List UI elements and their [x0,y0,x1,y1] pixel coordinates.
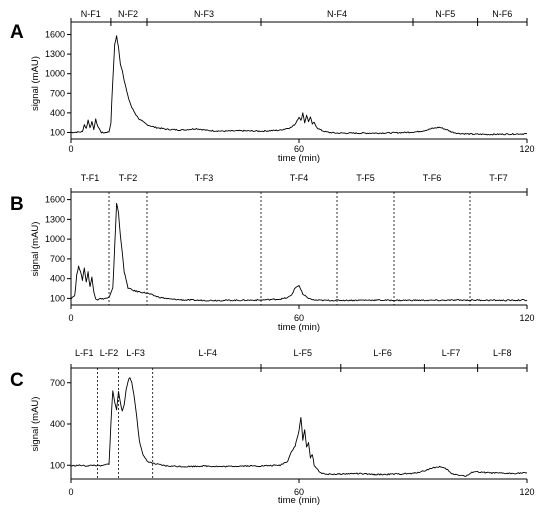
fraction-label: L-F3 [126,348,145,358]
y-tick-label: 100 [50,127,65,137]
fraction-label: T-F6 [423,173,442,183]
fraction-label: N-F3 [194,9,214,19]
y-axis-title: signal (mAU) [30,222,41,277]
fraction-label: T-F1 [81,173,100,183]
fraction-label: N-F2 [118,9,138,19]
fraction-label: N-F4 [327,9,347,19]
x-tick-label: 120 [519,313,534,323]
fraction-label: L-F4 [199,348,218,358]
fraction-label: L-F8 [493,348,512,358]
x-tick-label: 0 [68,313,73,323]
y-tick-label: 700 [50,88,65,98]
panel-letter: B [10,194,24,215]
fraction-label: L-F5 [294,348,313,358]
y-axis-title: signal (mAU) [30,56,41,111]
chart-panel-c: C L-F1 L-F2 L-F3 L-F4 L-F5 L-F6 L-F7 L-F8 100 400 7… [10,348,535,506]
x-tick-label: 60 [294,144,304,154]
y-tick-label: 700 [50,378,65,388]
y-axis-title: signal (mAU) [30,397,41,452]
fraction-label: T-F5 [356,173,375,183]
series-line [70,202,528,302]
y-tick-label: 400 [50,419,65,429]
y-tick-label: 1000 [45,69,65,79]
fraction-label: L-F1 [75,348,94,358]
series-line [70,377,528,477]
fraction-label: N-F1 [81,9,101,19]
y-tick-label: 100 [50,460,65,470]
fraction-label: L-F6 [373,348,392,358]
y-tick-label: 1600 [45,30,65,40]
y-tick-label: 1000 [45,234,65,244]
x-tick-label: 0 [68,144,73,154]
x-tick-label: 60 [294,313,304,323]
fraction-label: T-F3 [195,173,214,183]
fraction-label: N-F6 [492,9,512,19]
x-tick-label: 60 [294,487,304,497]
fraction-label: N-F5 [435,9,455,19]
y-tick-label: 400 [50,108,65,118]
x-tick-label: 120 [519,144,534,154]
series-line [70,35,528,136]
y-tick-label: 400 [50,274,65,284]
y-tick-label: 700 [50,254,65,264]
x-axis-title: time (min) [278,153,320,164]
y-tick-label: 1300 [45,214,65,224]
panel-letter: A [10,22,24,43]
y-tick-label: 100 [50,293,65,303]
fraction-label: L-F2 [100,348,119,358]
x-axis-title: time (min) [278,322,320,333]
x-axis-title: time (min) [278,495,320,506]
fraction-label: T-F2 [119,173,138,183]
fraction-label: L-F7 [442,348,461,358]
chart-panel-b: B T-F1 T-F2 T-F3 T-F4 T-F5 T-F6 T-F7 100 400 700 10… [10,173,535,333]
x-tick-label: 0 [68,487,73,497]
x-tick-label: 120 [519,487,534,497]
fraction-label: T-F4 [290,173,309,183]
y-tick-label: 1300 [45,49,65,59]
panel-letter: C [10,370,24,391]
fraction-label: T-F7 [489,173,508,183]
y-tick-label: 1600 [45,195,65,205]
chart-panel-a: A N-F1 N-F2 N-F3 N-F4 N-F5 N-F6 100 400 700 1000 13… [10,9,535,164]
